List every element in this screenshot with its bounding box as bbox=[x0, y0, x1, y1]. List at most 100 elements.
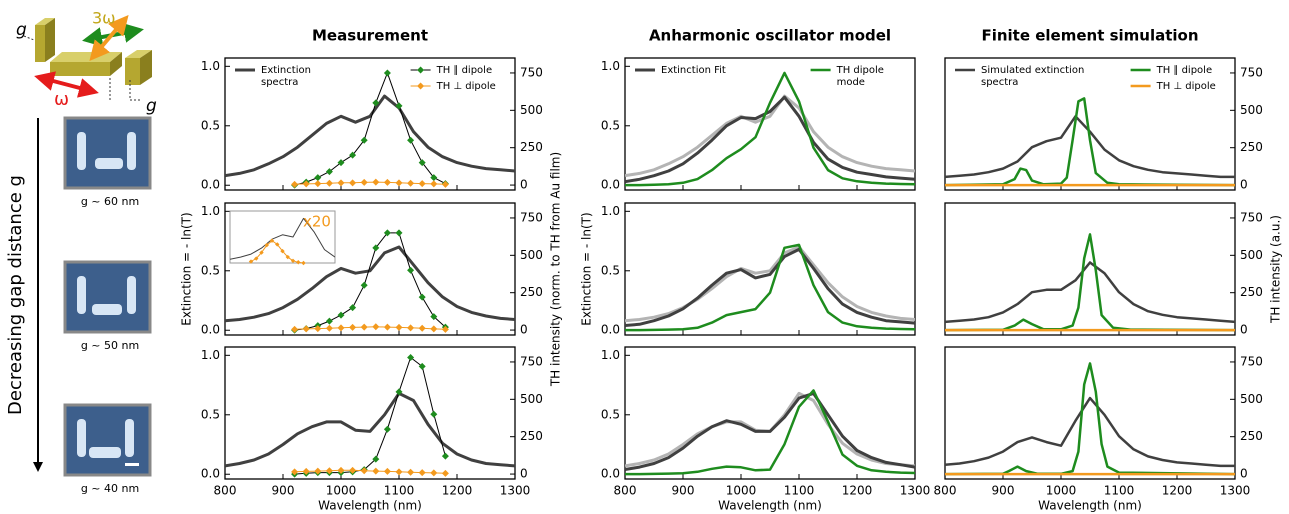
panel-title: Anharmonic oscillator model bbox=[649, 27, 891, 45]
y-tick-label: 1.0 bbox=[201, 348, 220, 362]
data-point bbox=[383, 229, 391, 237]
series-line bbox=[625, 247, 915, 327]
y-tick-label: 0.0 bbox=[601, 323, 620, 337]
y2-tick-label: 500 bbox=[520, 392, 543, 406]
x-tick-label: 1000 bbox=[326, 484, 357, 498]
data-point bbox=[383, 178, 391, 186]
legend-marker bbox=[417, 82, 425, 90]
data-point bbox=[314, 325, 322, 333]
y2-tick-label: 750 bbox=[1240, 65, 1263, 79]
panel-title: Measurement bbox=[312, 27, 428, 45]
series-line bbox=[625, 389, 915, 476]
y2-tick-label: 250 bbox=[1240, 429, 1263, 443]
data-point bbox=[418, 324, 426, 332]
data-point bbox=[360, 323, 368, 331]
series-line bbox=[625, 245, 915, 323]
y2-tick-label: 750 bbox=[520, 210, 543, 224]
series-line bbox=[230, 217, 335, 260]
data-point bbox=[290, 258, 296, 263]
data-point bbox=[407, 266, 415, 274]
data-point bbox=[372, 244, 380, 252]
plot-area bbox=[945, 233, 1235, 332]
y-tick-label: 1.0 bbox=[601, 348, 620, 362]
series-line bbox=[225, 391, 515, 468]
series-line bbox=[625, 95, 915, 184]
data-point bbox=[418, 362, 426, 370]
plot-frame bbox=[224, 57, 516, 191]
y2-axis-label: TH intensity (norm. to TH from Au film) bbox=[549, 152, 563, 387]
data-point bbox=[441, 452, 449, 460]
data-point bbox=[291, 180, 299, 188]
x-tick-label: 900 bbox=[672, 484, 695, 498]
data-point bbox=[441, 469, 449, 477]
data-point bbox=[372, 455, 380, 463]
data-point bbox=[259, 250, 264, 255]
data-point bbox=[418, 469, 426, 477]
nanorod-illustration: g g 3ω ω bbox=[16, 9, 157, 117]
y2-axis-label: TH intensity (a.u.) bbox=[1269, 215, 1283, 324]
y-tick-label: 1.0 bbox=[601, 204, 620, 218]
data-point bbox=[349, 179, 357, 187]
series-line bbox=[625, 94, 915, 178]
data-point bbox=[264, 242, 269, 248]
series-line bbox=[945, 396, 1235, 468]
data-point bbox=[280, 248, 285, 254]
data-point bbox=[337, 179, 345, 187]
legend-label: TH ∥ dipole bbox=[1156, 65, 1213, 76]
x-tick-label: 1100 bbox=[784, 484, 815, 498]
omega-label: ω bbox=[54, 89, 69, 110]
sem-label: g ~ 40 nm bbox=[81, 482, 139, 495]
data-point bbox=[395, 229, 403, 237]
data-point bbox=[248, 259, 254, 264]
data-point bbox=[325, 168, 333, 176]
legend-label: TH dipole mode bbox=[836, 65, 884, 88]
gap-label: g bbox=[146, 96, 157, 116]
data-point bbox=[269, 238, 275, 243]
y-tick-label: 0.0 bbox=[201, 178, 220, 192]
x-axis-label: Wavelength (nm) bbox=[1038, 499, 1142, 513]
y2-tick-label: 250 bbox=[1240, 285, 1263, 299]
data-point bbox=[349, 151, 357, 159]
data-point bbox=[395, 179, 403, 187]
y2-tick-label: 0 bbox=[1240, 467, 1248, 481]
y-tick-label: 0.5 bbox=[601, 407, 620, 421]
data-point bbox=[349, 466, 357, 474]
y2-tick-label: 750 bbox=[520, 65, 543, 79]
data-point bbox=[325, 324, 333, 332]
data-point bbox=[275, 242, 280, 247]
data-point bbox=[372, 323, 380, 331]
y2-tick-label: 500 bbox=[520, 248, 543, 262]
y-tick-label: 1.0 bbox=[601, 59, 620, 73]
data-point bbox=[430, 174, 438, 182]
y2-tick-label: 750 bbox=[1240, 354, 1263, 368]
data-point bbox=[383, 323, 391, 331]
data-point bbox=[325, 317, 333, 325]
plot-frame bbox=[944, 57, 1236, 191]
data-point bbox=[395, 388, 403, 396]
y-tick-label: 0.5 bbox=[601, 118, 620, 132]
x-tick-label: 1000 bbox=[726, 484, 757, 498]
data-point bbox=[441, 325, 449, 333]
series-line bbox=[625, 391, 915, 471]
y2-tick-label: 750 bbox=[520, 354, 543, 368]
sem-images: g ~ 60 nm g ~ 50 nm g ~ 40 nm bbox=[63, 116, 152, 495]
data-point bbox=[418, 159, 426, 167]
data-point bbox=[360, 467, 368, 475]
y2-tick-label: 0 bbox=[1240, 178, 1248, 192]
y-tick-label: 0.5 bbox=[201, 118, 220, 132]
x-tick-label: 1200 bbox=[842, 484, 873, 498]
legend-marker bbox=[417, 66, 425, 74]
series-line bbox=[945, 233, 1235, 332]
series-line bbox=[625, 243, 915, 332]
y-tick-label: 0.0 bbox=[201, 323, 220, 337]
y-axis-label: Extinction = - ln(T) bbox=[180, 212, 194, 325]
x-tick-label: 800 bbox=[934, 484, 957, 498]
data-point bbox=[395, 468, 403, 476]
y-tick-label: 0.5 bbox=[201, 263, 220, 277]
x-tick-label: 1100 bbox=[1104, 484, 1135, 498]
y2-tick-label: 0 bbox=[520, 467, 528, 481]
legend-label: Simulated extinction spectra bbox=[981, 65, 1084, 88]
legend-label: Extinction spectra bbox=[261, 65, 311, 88]
plot-area bbox=[945, 97, 1235, 187]
